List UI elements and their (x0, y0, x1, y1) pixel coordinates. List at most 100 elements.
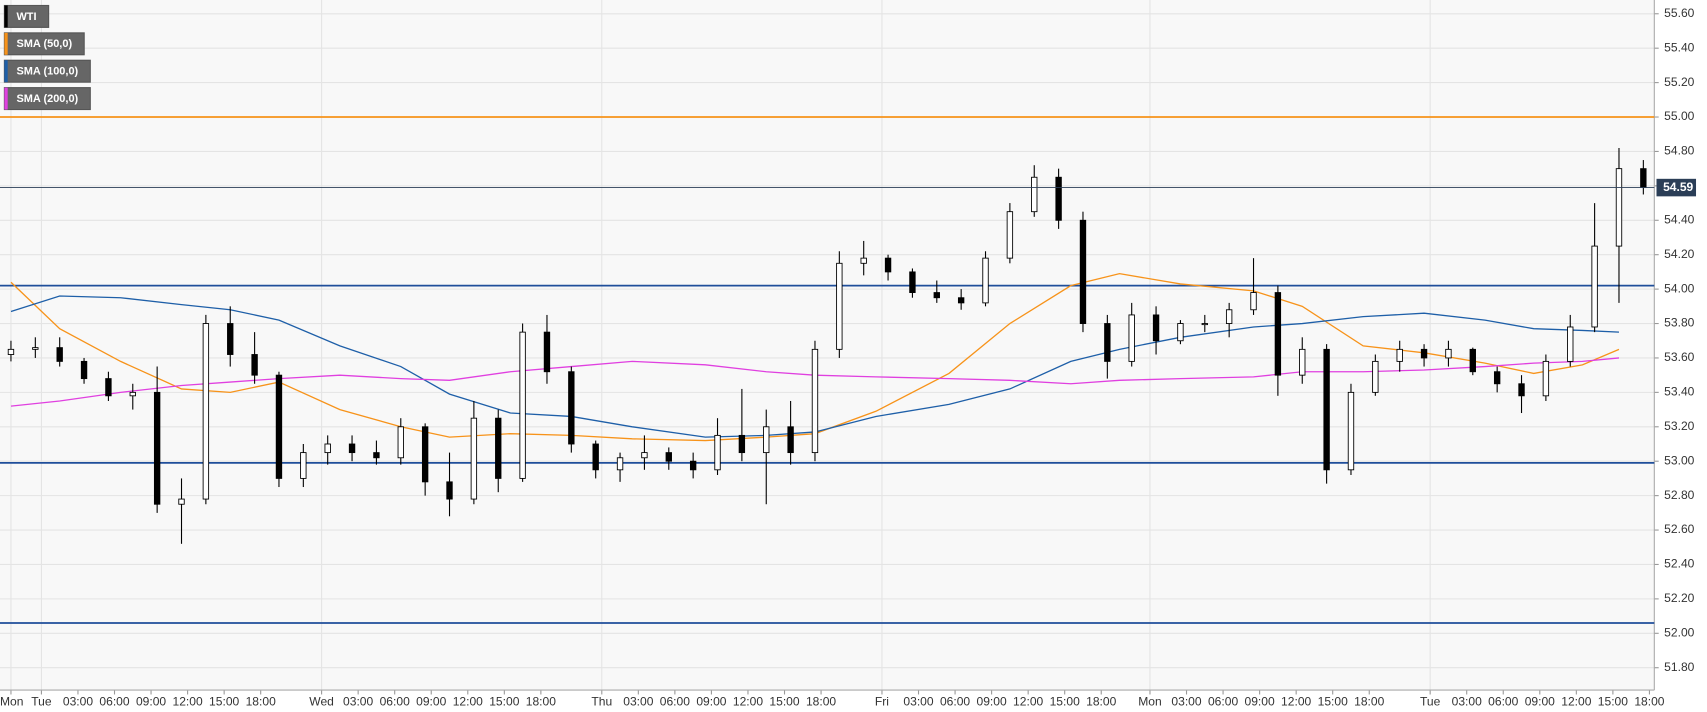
legend-swatch (4, 5, 8, 28)
x-tick-label: 18:00 (526, 694, 556, 708)
candle-body (470, 417, 478, 500)
candle-body (495, 417, 502, 479)
candle-body (1445, 348, 1452, 359)
candle-body (836, 262, 843, 350)
candle-body (56, 347, 63, 362)
candle-body (641, 452, 648, 459)
candle-body (616, 457, 624, 471)
candle-body (1299, 348, 1306, 376)
candle-body (1250, 292, 1257, 311)
candle-body (129, 391, 136, 397)
legend-swatch (4, 60, 8, 83)
legend-swatch (4, 87, 8, 110)
candle-body (251, 354, 258, 376)
candle-body (1274, 292, 1282, 376)
legend-swatch (4, 32, 8, 55)
candle-body (1225, 309, 1233, 324)
y-tick-label: 53.20 (1664, 419, 1694, 433)
candle-body (1615, 168, 1623, 247)
candle-body (811, 348, 819, 454)
x-tick-label: 09:00 (977, 694, 1007, 708)
x-tick-label: 03:00 (623, 694, 653, 708)
y-tick-label: 51.80 (1664, 660, 1694, 674)
candle-body (178, 498, 185, 505)
x-tick-label: Fri (875, 694, 889, 708)
candle-body (1518, 383, 1525, 397)
y-tick-label: 53.40 (1664, 385, 1694, 399)
y-tick-label: 52.60 (1664, 522, 1694, 536)
candle-body (884, 257, 892, 273)
x-tick-label: 03:00 (1171, 694, 1201, 708)
x-tick-label: 12:00 (453, 694, 483, 708)
candle-body (1323, 348, 1330, 471)
y-tick-label: 52.00 (1664, 625, 1694, 639)
x-tick-label: 15:00 (489, 694, 519, 708)
candle-body (1128, 314, 1135, 362)
candle-body (1055, 176, 1062, 221)
x-tick-label: 03:00 (903, 694, 933, 708)
candle-body (32, 347, 39, 350)
x-tick-label: 18:00 (246, 694, 276, 708)
x-tick-label: 06:00 (1488, 694, 1518, 708)
x-tick-label: Mon (0, 694, 23, 708)
x-tick-label: 09:00 (696, 694, 726, 708)
x-tick-label: 03:00 (343, 694, 373, 708)
x-tick-label: 03:00 (63, 694, 93, 708)
candle-body (1152, 314, 1160, 342)
candle-body (446, 481, 453, 500)
candle-body (1177, 323, 1184, 342)
y-tick-label: 52.40 (1664, 557, 1694, 571)
y-tick-label: 55.60 (1664, 6, 1694, 20)
x-tick-label: 06:00 (940, 694, 970, 708)
candle-body (1372, 360, 1379, 393)
x-tick-label: Mon (1138, 694, 1161, 708)
x-tick-label: 12:00 (1013, 694, 1043, 708)
x-tick-label: 09:00 (416, 694, 446, 708)
candle-body (1420, 348, 1428, 359)
candle-body (324, 443, 331, 454)
candle-body (80, 360, 88, 380)
candle-body (1542, 360, 1550, 397)
legend-label: SMA (50,0) (16, 38, 72, 50)
candle-body (153, 391, 161, 505)
x-tick-label: 12:00 (1281, 694, 1311, 708)
candle-body (397, 426, 404, 459)
candle-body (787, 426, 794, 454)
candle-body (738, 434, 746, 454)
x-tick-label: 09:00 (136, 694, 166, 708)
x-tick-label: 15:00 (1598, 694, 1628, 708)
candle-body (1396, 348, 1403, 362)
plot-background (0, 0, 1654, 690)
candle-body (1006, 211, 1014, 259)
x-tick-label: 12:00 (1561, 694, 1591, 708)
x-tick-label: 12:00 (173, 694, 203, 708)
y-tick-label: 55.00 (1664, 109, 1694, 123)
candle-body (1031, 176, 1038, 213)
y-tick-label: 53.60 (1664, 350, 1694, 364)
candle-body (763, 426, 770, 454)
x-tick-label: 06:00 (660, 694, 690, 708)
y-tick-label: 53.80 (1664, 316, 1694, 330)
candle-body (957, 297, 965, 304)
x-tick-label: 09:00 (1245, 694, 1275, 708)
candle-body (543, 331, 551, 373)
x-tick-label: 15:00 (209, 694, 239, 708)
x-tick-label: 06:00 (380, 694, 410, 708)
candle-body (1079, 219, 1087, 324)
y-tick-label: 54.00 (1664, 281, 1694, 295)
last-price-label: 54.59 (1663, 180, 1693, 194)
y-tick-label: 54.20 (1664, 247, 1694, 261)
legend-label: WTI (16, 11, 36, 23)
candle-body (909, 271, 916, 293)
x-tick-label: 18:00 (1086, 694, 1116, 708)
x-tick-label: Tue (1420, 694, 1441, 708)
candle-body (105, 378, 112, 397)
x-tick-label: 09:00 (1525, 694, 1555, 708)
x-tick-label: 06:00 (99, 694, 129, 708)
y-tick-label: 54.40 (1664, 212, 1694, 226)
candle-body (373, 452, 380, 459)
x-tick-label: Wed (309, 694, 334, 708)
candle-body (1201, 323, 1208, 326)
candle-body (202, 323, 210, 500)
candle-body (1347, 391, 1355, 471)
